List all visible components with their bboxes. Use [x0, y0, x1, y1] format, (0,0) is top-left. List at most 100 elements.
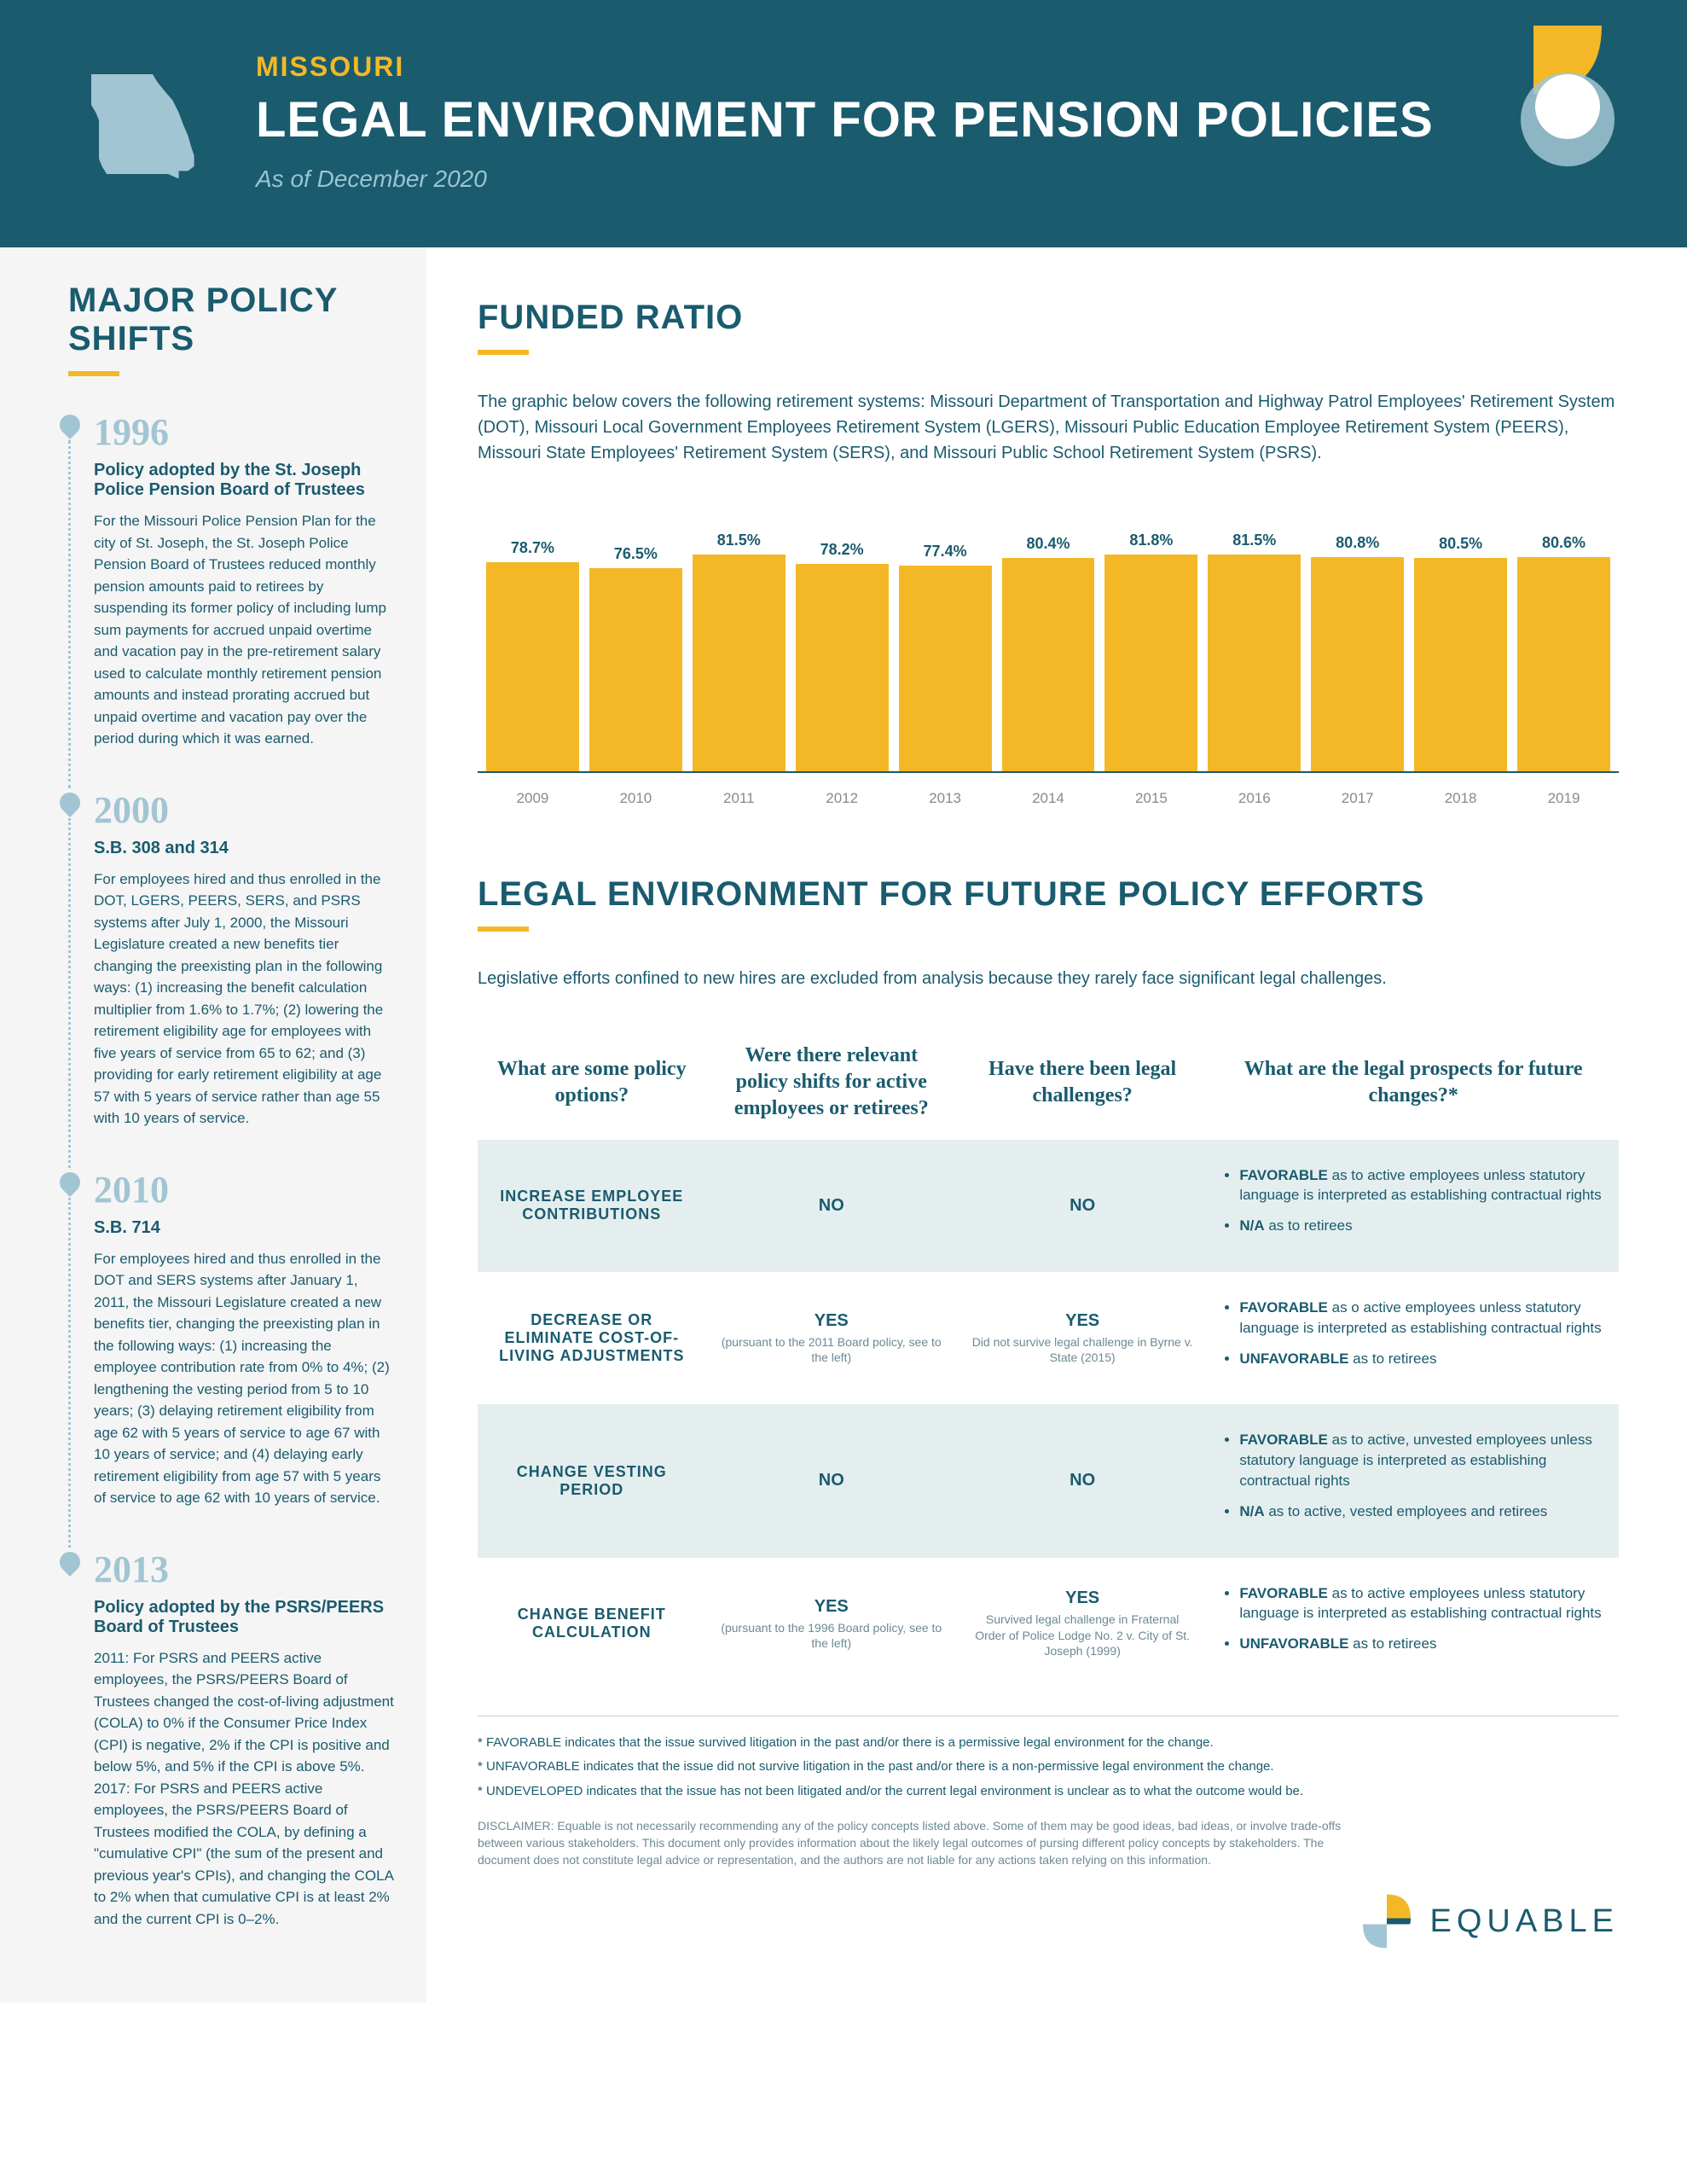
chart-x-labels: 2009201020112012201320142015201620172018…: [478, 781, 1619, 807]
policy-prospects: FAVORABLE as to active, unvested employe…: [1208, 1404, 1619, 1557]
bar: [1414, 558, 1507, 771]
bar-group: 80.4%: [1002, 535, 1095, 771]
funded-title: FUNDED RATIO: [478, 299, 1619, 337]
policy-shifts: NO: [706, 1140, 957, 1272]
bar: [1517, 557, 1610, 771]
bar: [899, 566, 992, 771]
bar-group: 80.6%: [1517, 534, 1610, 771]
policy-option: DECREASE OR ELIMINATE COST-OF-LIVING ADJ…: [478, 1272, 706, 1404]
timeline-year: 2010: [94, 1168, 397, 1211]
timeline-policy-name: Policy adopted by the St. Joseph Police …: [94, 461, 397, 500]
policy-row: DECREASE OR ELIMINATE COST-OF-LIVING ADJ…: [478, 1272, 1619, 1404]
funded-intro: The graphic below covers the following r…: [478, 389, 1619, 466]
bar-value-label: 80.4%: [1026, 535, 1070, 553]
policy-option: CHANGE VESTING PERIOD: [478, 1404, 706, 1557]
bar-value-label: 80.8%: [1336, 534, 1379, 552]
policy-challenges: NO: [957, 1404, 1208, 1557]
accent-bar: [68, 371, 119, 376]
policy-option: INCREASE EMPLOYEE CONTRIBUTIONS: [478, 1140, 706, 1272]
timeline-policy-desc: For employees hired and thus enrolled in…: [94, 868, 397, 1130]
footnote-fav: * FAVORABLE indicates that the issue sur…: [478, 1734, 1619, 1753]
footer-logo: EQUABLE: [1357, 1891, 1619, 1951]
timeline-policy-desc: For employees hired and thus enrolled in…: [94, 1248, 397, 1509]
footnote-undev: * UNDEVELOPED indicates that the issue h…: [478, 1782, 1619, 1802]
policy-challenges: YES Did not survive legal challenge in B…: [957, 1272, 1208, 1404]
bar: [1104, 555, 1197, 771]
footer-brand: EQUABLE: [1429, 1903, 1619, 1940]
x-axis-label: 2012: [796, 790, 889, 807]
x-axis-label: 2010: [589, 790, 682, 807]
policy-prospects: FAVORABLE as o active employees unless s…: [1208, 1272, 1619, 1404]
policy-table: What are some policy options? Were there…: [478, 1025, 1619, 1690]
bar-group: 81.8%: [1104, 531, 1197, 771]
bar-value-label: 80.5%: [1439, 535, 1482, 553]
footnotes: * FAVORABLE indicates that the issue sur…: [478, 1716, 1619, 1802]
state-name: MISSOURI: [256, 51, 1619, 83]
bar-value-label: 81.5%: [717, 531, 761, 549]
prospect-item: FAVORABLE as o active employees unless s…: [1239, 1298, 1606, 1339]
th-options: What are some policy options?: [478, 1025, 706, 1140]
bar-value-label: 80.6%: [1542, 534, 1586, 552]
policy-option: CHANGE BENEFIT CALCULATION: [478, 1558, 706, 1690]
bar-group: 78.7%: [486, 539, 579, 771]
bar: [1208, 555, 1301, 771]
bar: [486, 562, 579, 771]
policy-row: CHANGE VESTING PERIOD NO NO FAVORABLE as…: [478, 1404, 1619, 1557]
bar-group: 80.5%: [1414, 535, 1507, 771]
x-axis-label: 2014: [1002, 790, 1095, 807]
bar-group: 81.5%: [693, 531, 786, 771]
legal-title: LEGAL ENVIRONMENT FOR FUTURE POLICY EFFO…: [478, 875, 1619, 914]
footer-logo-icon: [1357, 1891, 1417, 1951]
prospect-item: UNFAVORABLE as to retirees: [1239, 1634, 1606, 1654]
bar-value-label: 78.7%: [511, 539, 554, 557]
x-axis-label: 2017: [1311, 790, 1404, 807]
main-title: LEGAL ENVIRONMENT FOR PENSION POLICIES: [256, 91, 1619, 148]
timeline-year: 2000: [94, 788, 397, 832]
x-axis-label: 2019: [1517, 790, 1610, 807]
th-challenges: Have there been legal challenges?: [957, 1025, 1208, 1140]
disclaimer: DISCLAIMER: Equable is not necessarily r…: [478, 1818, 1619, 1868]
policy-row: CHANGE BENEFIT CALCULATION YES (pursuant…: [478, 1558, 1619, 1690]
x-axis-label: 2013: [899, 790, 992, 807]
bar-group: 81.5%: [1208, 531, 1301, 771]
x-axis-label: 2011: [693, 790, 786, 807]
prospect-item: N/A as to retirees: [1239, 1216, 1606, 1236]
timeline-policy-name: S.B. 308 and 314: [94, 839, 397, 858]
bar-group: 80.8%: [1311, 534, 1404, 771]
policy-row: INCREASE EMPLOYEE CONTRIBUTIONS NO NO FA…: [478, 1140, 1619, 1272]
accent-bar: [478, 926, 529, 932]
header: MISSOURI LEGAL ENVIRONMENT FOR PENSION P…: [0, 0, 1687, 247]
policy-shifts: YES (pursuant to the 1996 Board policy, …: [706, 1558, 957, 1690]
th-shifts: Were there relevant policy shifts for ac…: [706, 1025, 957, 1140]
policy-prospects: FAVORABLE as to active employees unless …: [1208, 1558, 1619, 1690]
bar: [796, 564, 889, 771]
prospect-item: N/A as to active, vested employees and r…: [1239, 1502, 1606, 1522]
policy-shifts: NO: [706, 1404, 957, 1557]
timeline-item: 1996 Policy adopted by the St. Joseph Po…: [68, 410, 397, 750]
funded-chart: 78.7% 76.5% 81.5% 78.2% 77.4% 80.4% 81.8…: [478, 500, 1619, 773]
bar-value-label: 81.8%: [1129, 531, 1173, 549]
sidebar: MAJOR POLICY SHIFTS 1996 Policy adopted …: [0, 247, 426, 2002]
policy-shifts: YES (pursuant to the 2011 Board policy, …: [706, 1272, 957, 1404]
policy-prospects: FAVORABLE as to active employees unless …: [1208, 1140, 1619, 1272]
bar-value-label: 81.5%: [1232, 531, 1276, 549]
policy-challenges: YES Survived legal challenge in Fraterna…: [957, 1558, 1208, 1690]
timeline-item: 2013 Policy adopted by the PSRS/PEERS Bo…: [68, 1548, 397, 1931]
prospect-item: FAVORABLE as to active employees unless …: [1239, 1165, 1606, 1206]
bar: [693, 555, 786, 771]
bar-group: 78.2%: [796, 541, 889, 771]
timeline-year: 2013: [94, 1548, 397, 1591]
footnote-unfav: * UNFAVORABLE indicates that the issue d…: [478, 1757, 1619, 1777]
timeline-marker-icon: [55, 788, 84, 817]
bar-group: 76.5%: [589, 545, 682, 771]
th-prospects: What are the legal prospects for future …: [1208, 1025, 1619, 1140]
bar: [1311, 557, 1404, 771]
bar-value-label: 77.4%: [924, 543, 967, 561]
prospect-item: FAVORABLE as to active employees unless …: [1239, 1583, 1606, 1624]
bar: [589, 568, 682, 771]
timeline-marker-icon: [55, 1168, 84, 1197]
timeline-policy-desc: For the Missouri Police Pension Plan for…: [94, 510, 397, 750]
bar: [1002, 558, 1095, 771]
x-axis-label: 2015: [1104, 790, 1197, 807]
timeline-marker-icon: [55, 410, 84, 439]
